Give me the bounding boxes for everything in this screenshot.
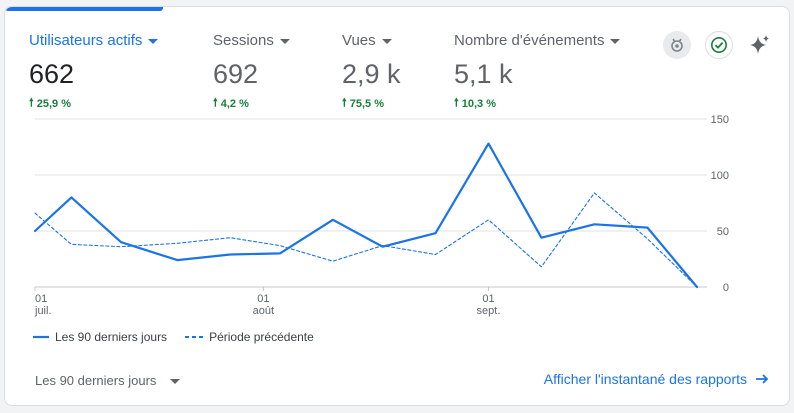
insights-badge-icon[interactable]	[663, 31, 691, 59]
sparkle-icon[interactable]	[746, 31, 774, 59]
check-circle-icon[interactable]	[705, 31, 733, 59]
metric-value: 5,1 k	[454, 59, 513, 89]
y-tick-label: 0	[723, 282, 729, 294]
metric-change: 🠕 4,2 %	[213, 94, 290, 113]
arrow-right-icon	[756, 374, 769, 384]
caret-down-icon	[381, 38, 392, 44]
metric-value: 2,9 k	[342, 59, 401, 89]
arrow-up-icon: 🠕	[213, 97, 218, 109]
metric-value: 692	[213, 59, 259, 89]
x-tick-month: juil.	[34, 305, 52, 317]
metric-change: 🠕 10,3 %	[454, 94, 620, 113]
metric-event-count[interactable]: Nombre d'événements 5,1 k 🠕 10,3 %	[454, 31, 621, 113]
chart-series	[33, 142, 699, 289]
y-tick-label: 150	[711, 114, 729, 126]
view-reports-snapshot-link[interactable]: Afficher l'instantané des rapports	[544, 371, 769, 387]
metric-sessions[interactable]: Sessions 692 🠕 4,2 %	[213, 31, 290, 113]
legend-item-previous: Période précédente	[185, 330, 314, 344]
y-tick-label: 50	[717, 226, 729, 238]
metric-active-users[interactable]: Utilisateurs actifs 662 🠕 25,9 %	[29, 31, 159, 113]
x-tick-day: 01	[257, 293, 269, 305]
x-tick-month: août	[253, 305, 274, 317]
overview-card: Utilisateurs actifs 662 🠕 25,9 % Sessions…	[4, 6, 790, 406]
arrow-up-icon: 🠕	[342, 97, 347, 109]
series-last-90-days-line	[33, 142, 699, 289]
metric-label: Utilisateurs actifs	[29, 31, 159, 49]
legend-solid-swatch	[33, 335, 49, 339]
arrow-up-icon: 🠕	[454, 97, 459, 109]
caret-down-icon	[610, 38, 621, 44]
metric-value: 662	[29, 59, 75, 89]
caret-down-icon	[170, 379, 181, 384]
caret-down-icon	[279, 38, 290, 44]
metric-change: 🠕 75,5 %	[342, 94, 401, 113]
x-tick-day: 01	[482, 293, 494, 305]
legend-item-current: Les 90 derniers jours	[33, 330, 167, 344]
caret-down-icon	[148, 38, 159, 44]
metric-label: Nombre d'événements	[454, 31, 621, 49]
metric-label: Sessions	[213, 31, 290, 49]
x-tick-day: 01	[35, 293, 47, 305]
y-tick-label: 100	[711, 170, 729, 182]
metric-label: Vues	[342, 31, 401, 49]
chart-gridlines	[35, 118, 707, 288]
x-tick-month: sept.	[477, 305, 501, 317]
date-range-dropdown[interactable]: Les 90 derniers jours	[35, 373, 181, 388]
legend-dashed-swatch	[185, 336, 204, 338]
chart-legend: Les 90 derniers jours Période précédente	[33, 330, 314, 344]
arrow-up-icon: 🠕	[29, 97, 34, 109]
series-previous-period-line	[34, 192, 698, 288]
y-axis-ticks: 0 50 100 150	[711, 114, 729, 294]
active-metric-underline	[5, 7, 163, 11]
metric-views[interactable]: Vues 2,9 k 🠕 75,5 %	[342, 31, 401, 113]
metric-change: 🠕 25,9 %	[29, 94, 158, 113]
